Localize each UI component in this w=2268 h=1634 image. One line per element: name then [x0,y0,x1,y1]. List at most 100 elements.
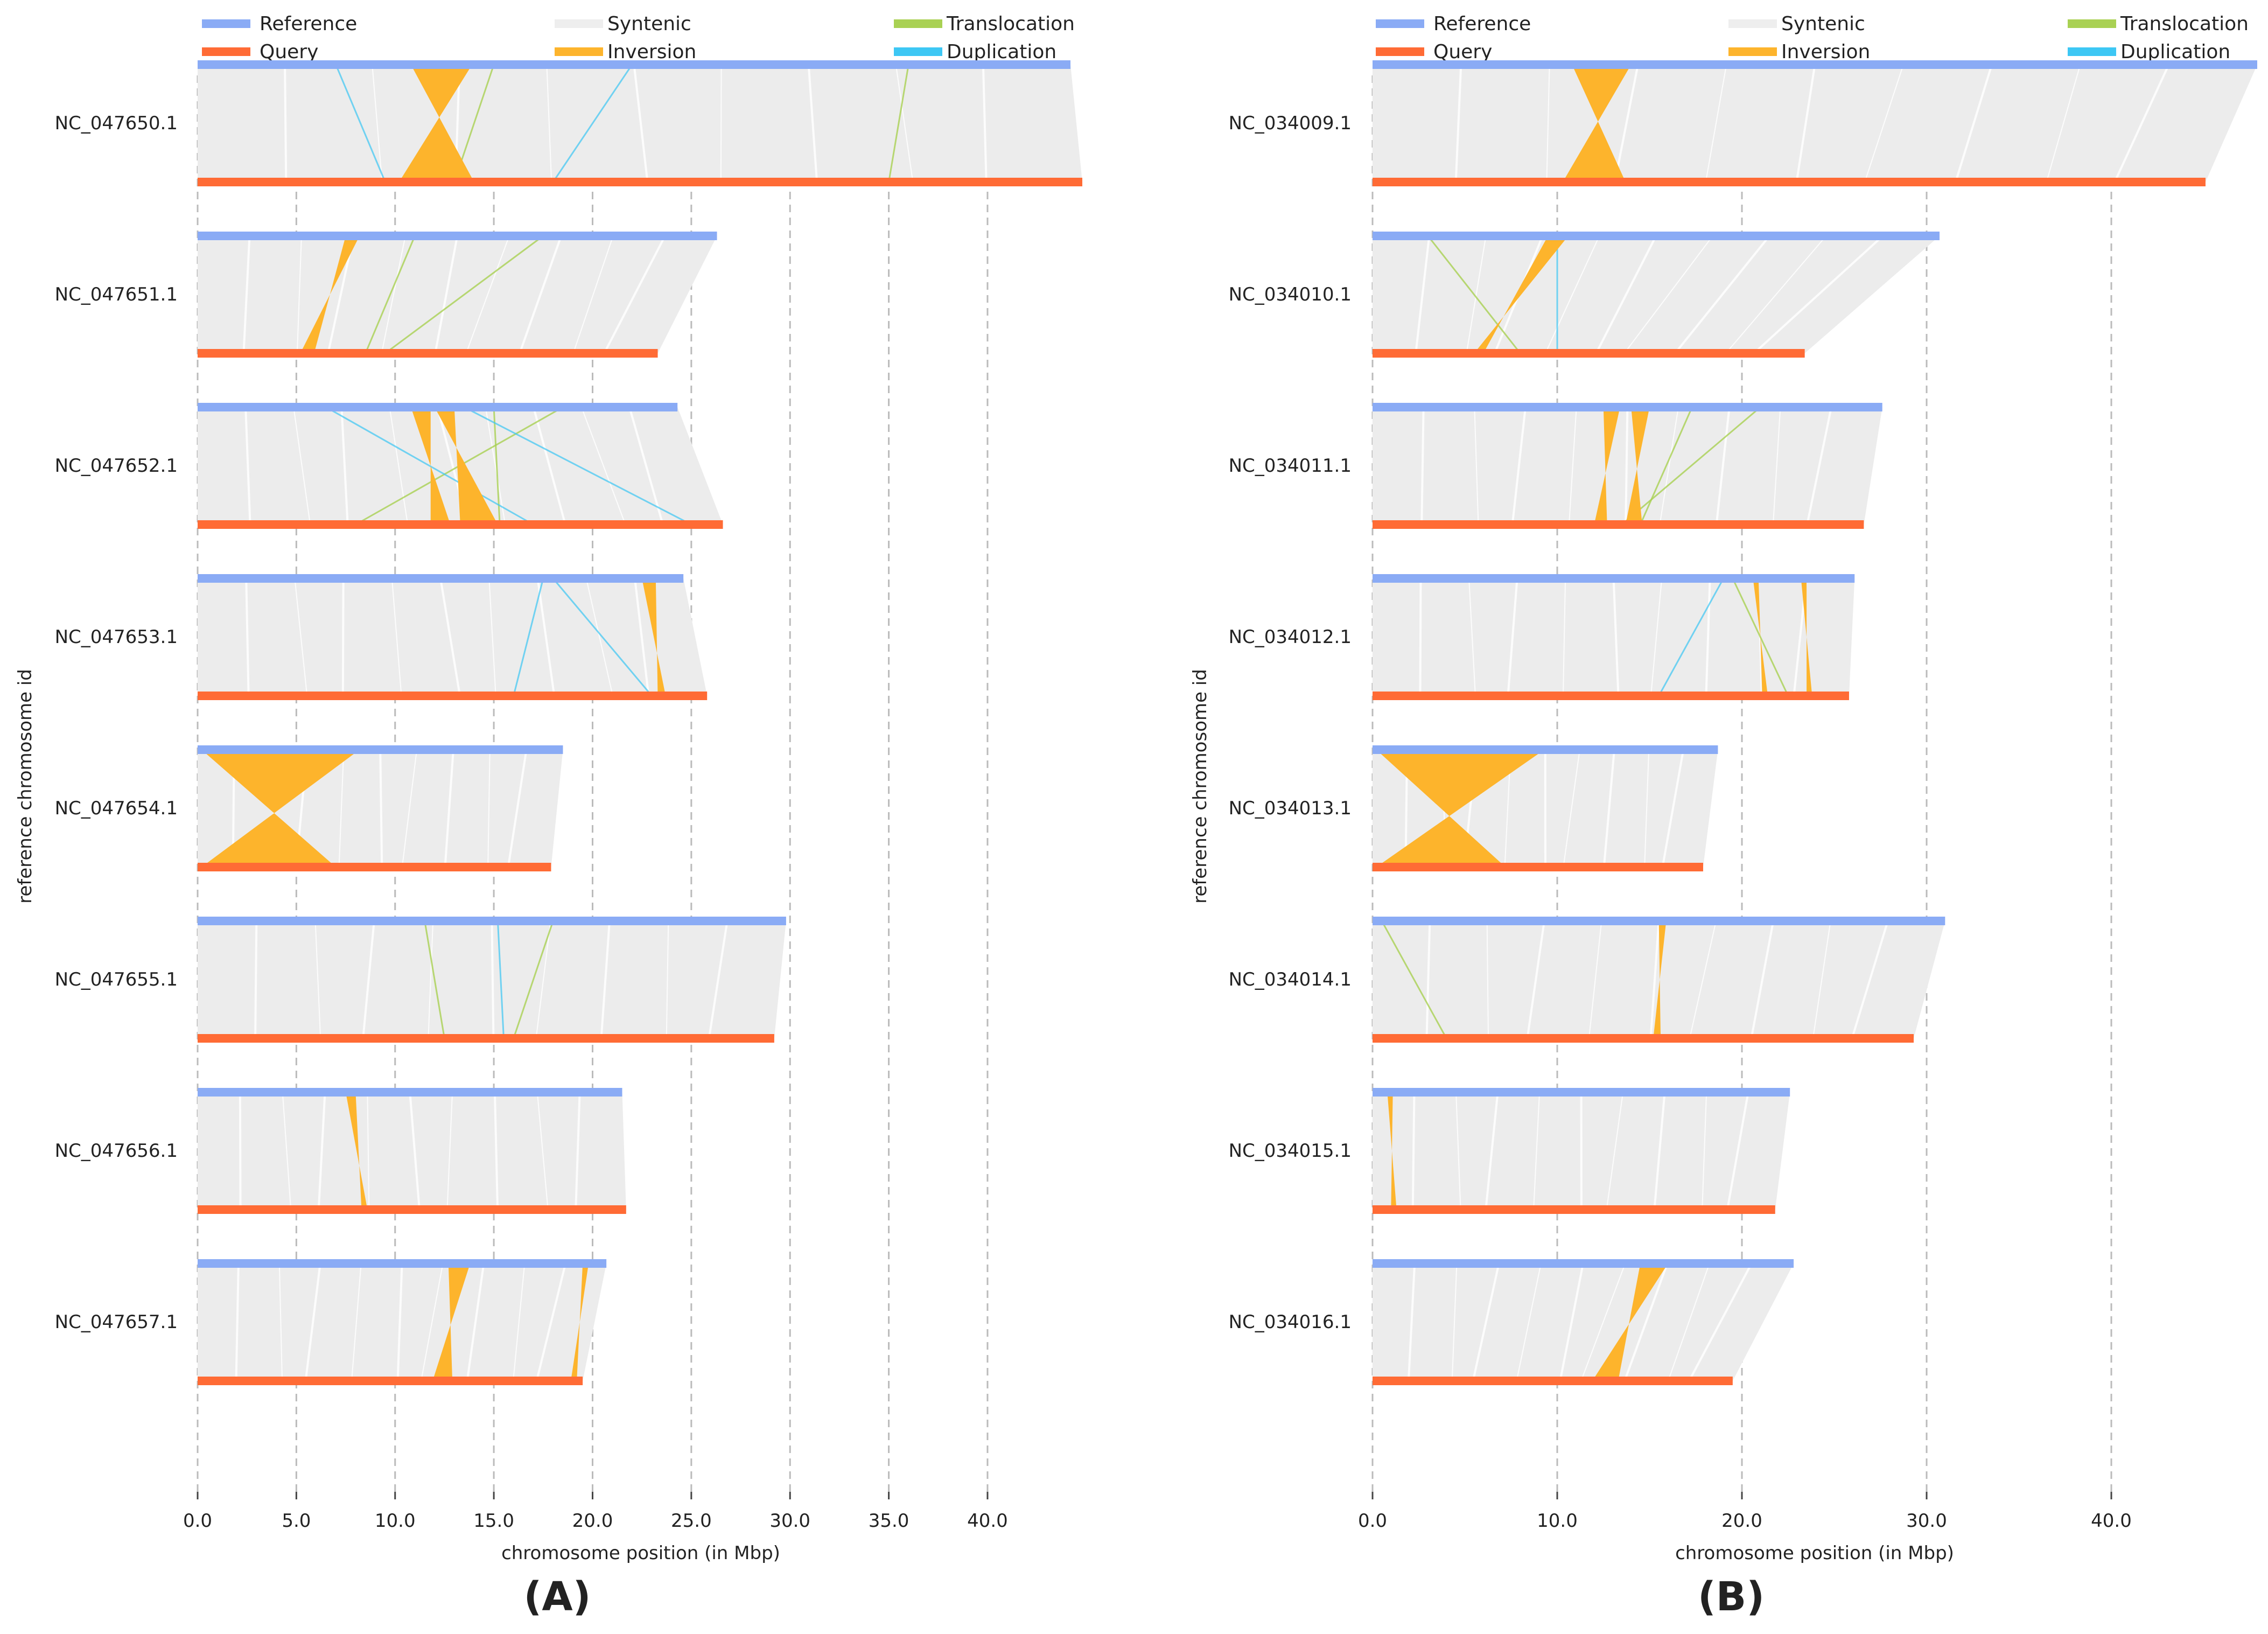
panel-a: Reference Query Syntenic Inversion Trans… [15,13,1082,1620]
reference-bar [1373,745,1718,754]
legend-swatch-reference [202,19,250,28]
syntenic-gap [666,920,669,1039]
x-axis-label: chromosome position (in Mbp) [1675,1542,1954,1564]
syntenic-gap [603,235,666,354]
syntenic-gap [546,64,552,183]
duplication-link [464,406,692,526]
syntenic-band [198,1092,626,1210]
syntenic-gap [1485,1092,1499,1210]
syntenic-gap [396,1263,403,1381]
syntenic-gap [1411,1092,1416,1210]
translocation-link [1427,235,1521,354]
x-tick-label: 30.0 [1906,1510,1947,1532]
reference-bar [198,1088,622,1097]
syntenic-gap [491,920,495,1039]
syntenic-gap [628,407,664,525]
inversion-band [1592,1263,1668,1381]
syntenic-gap [1705,64,1727,183]
inversion-band [1387,1092,1397,1210]
syntenic-gap [585,578,613,696]
syntenic-gap [409,1092,421,1210]
syntenic-gap [304,1263,321,1381]
reference-bar [198,232,717,240]
panel-label-b: (B) [1698,1574,1765,1620]
syntenic-gap [1623,1263,1669,1381]
syntenic-band [198,1263,607,1381]
chromosome-label: NC_047654.1 [55,798,178,819]
legend-label-syntenic: Syntenic [607,13,691,35]
syntenic-gap [600,920,611,1039]
legend-label-reference: Reference [1433,13,1531,35]
query-bar [1373,178,2206,186]
syntenic-gap [1812,920,1831,1039]
chromosome-label: NC_047657.1 [55,1311,178,1333]
query-bar [198,349,658,358]
syntenic-gap [708,920,729,1039]
inversion-band [432,1263,471,1381]
inversion-band [1563,65,1632,182]
syntenic-gap [575,1092,581,1210]
chromosome-label: NC_034014.1 [1229,969,1352,990]
syntenic-gap [1595,235,1657,354]
chromosome-label: NC_034016.1 [1229,1311,1352,1333]
syntenic-gap [1806,407,1832,525]
syntenic-gap [581,407,626,525]
syntenic-gap [1653,1092,1666,1210]
syntenic-gap [1580,1263,1626,1381]
chromosome-label: NC_034015.1 [1229,1140,1352,1162]
query-bar [1373,520,1864,529]
syntenic-gap [284,64,288,183]
x-tick-label: 35.0 [869,1510,909,1532]
legend: Reference Query Syntenic Inversion Trans… [1376,13,2249,63]
query-bar [1373,1034,1914,1043]
syntenic-gap [466,1263,485,1381]
syntenic-gap [434,235,459,354]
syntenic-gap [1674,235,1770,354]
chromosome-label: NC_047655.1 [55,969,178,990]
syntenic-gap [1661,749,1685,868]
inversion-band [435,407,498,525]
reference-bar [1373,232,1940,240]
syntenic-gap [1772,407,1781,525]
inversion-band [1376,750,1544,867]
translocation-link [384,235,544,354]
inversion-band [642,578,666,696]
syntenic-gap [1472,1263,1500,1381]
syntenic-band [1373,578,1855,696]
translocation-link [424,920,445,1039]
syntenic-gap [1526,920,1545,1039]
syntenic-gap [1425,920,1431,1039]
syntenic-gap [487,749,491,868]
panel-label-a-letter: A [542,1574,572,1620]
syntenic-gap [1753,235,1884,354]
reference-bar [198,745,563,754]
syntenic-gap [1562,578,1566,696]
syntenic-gap [1726,1092,1749,1210]
syntenic-gap [1644,749,1650,868]
chromosome-label: NC_047651.1 [55,284,178,305]
chromosome-label: NC_047650.1 [55,113,178,134]
syntenic-gap [338,749,345,868]
reference-bar [198,574,684,583]
chromosome-label: NC_034011.1 [1229,455,1352,477]
duplication-link [1658,578,1725,696]
legend-swatch-inversion [555,47,603,56]
duplication-link [552,578,653,696]
syntenic-gap [633,578,650,696]
chromosome-label: NC_047652.1 [55,455,178,477]
syntenic-gap [1715,407,1731,525]
syntenic-gap [1516,1263,1542,1381]
syntenic-gap [235,1263,240,1381]
query-bar [198,520,723,529]
panel-label-b-letter: B [1716,1574,1746,1620]
legend-label-duplication: Duplication [947,41,1056,63]
x-tick-label: 20.0 [1721,1510,1762,1532]
syntenic-gap [367,1092,370,1210]
syntenic-gap [341,578,345,696]
legend-label-query: Query [1433,41,1492,63]
syntenic-band [198,578,708,696]
inversion-band [1801,578,1812,696]
syntenic-gap [1474,407,1479,525]
query-bar [198,178,1082,186]
syntenic-gap [245,578,250,696]
